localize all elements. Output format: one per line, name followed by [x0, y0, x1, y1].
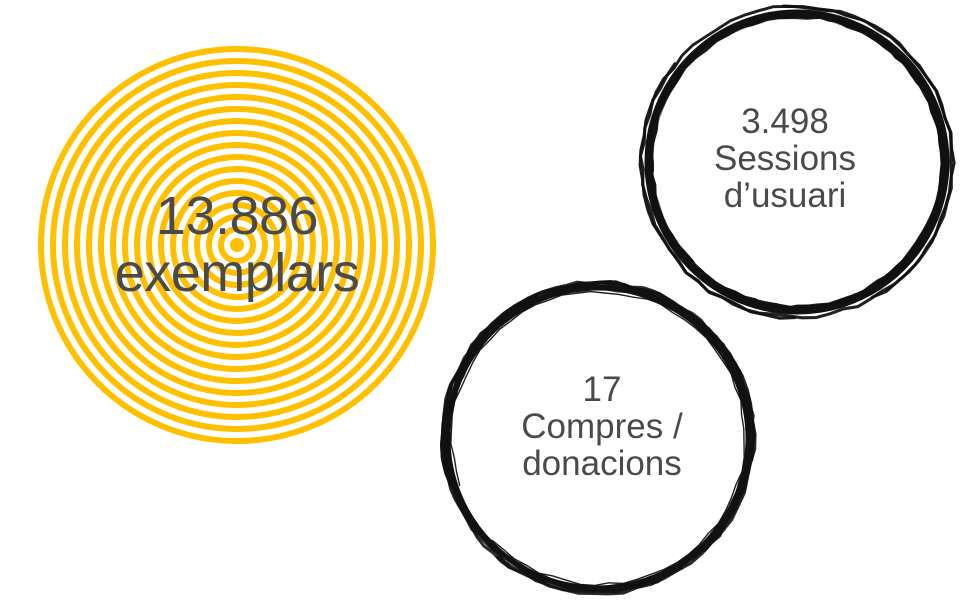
yellow-ring-center: [233, 241, 241, 249]
yellow-ring: [98, 106, 376, 384]
yellow-ring: [86, 94, 388, 396]
yellow-ring: [50, 58, 424, 432]
yellow-ring: [170, 178, 304, 312]
sessions-label-line1: Sessions: [713, 138, 857, 178]
brush-circle-purchases: [439, 279, 757, 596]
yellow-ring: [110, 118, 364, 372]
sessions-label-line2: d’usuari: [723, 175, 847, 215]
purchases-value: 17: [582, 370, 622, 409]
sessions-stat: 3.498 Sessions d’usuari: [690, 102, 880, 215]
yellow-ring: [74, 82, 400, 408]
brush-stroke: [638, 4, 956, 320]
yellow-ring: [134, 142, 340, 348]
exemplars-value: 13.886: [155, 186, 319, 246]
yellow-ring: [218, 226, 256, 264]
purchases-stat: 17 Compres / donacions: [492, 370, 712, 483]
yellow-ring: [158, 166, 316, 324]
sessions-value: 3.498: [741, 102, 829, 141]
exemplars-stat: 13.886 exemplars: [74, 188, 400, 301]
exemplars-label: exemplars: [114, 242, 360, 303]
yellow-ring: [206, 214, 268, 276]
yellow-ring: [122, 130, 352, 360]
purchases-label-line2: donacions: [522, 443, 682, 483]
purchases-label-line1: Compres /: [521, 406, 683, 446]
yellow-ring: [182, 190, 292, 300]
yellow-ring: [146, 154, 328, 336]
yellow-ring: [194, 202, 280, 288]
brush-circle-sessions: [638, 4, 956, 320]
brush-core-ring: [644, 9, 950, 315]
concentric-yellow-rings: [38, 46, 436, 444]
brush-core-ring: [445, 285, 751, 591]
yellow-ring: [38, 46, 436, 444]
brush-stroke: [441, 280, 756, 553]
brush-stroke: [647, 13, 947, 312]
yellow-ring: [62, 70, 412, 420]
